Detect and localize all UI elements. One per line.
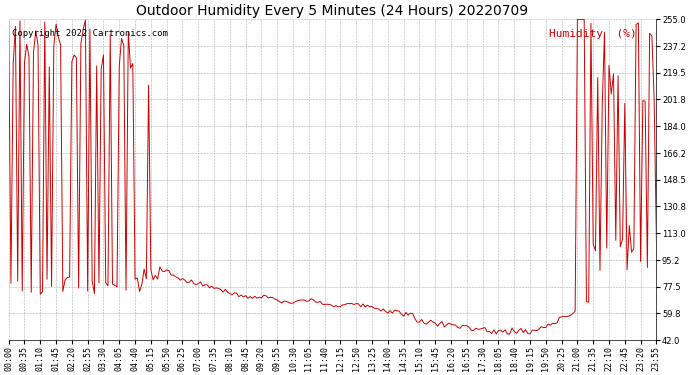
Text: Humidity  (%): Humidity (%)	[549, 29, 637, 39]
Title: Outdoor Humidity Every 5 Minutes (24 Hours) 20220709: Outdoor Humidity Every 5 Minutes (24 Hou…	[137, 4, 529, 18]
Text: Copyright 2022 Cartronics.com: Copyright 2022 Cartronics.com	[12, 29, 168, 38]
